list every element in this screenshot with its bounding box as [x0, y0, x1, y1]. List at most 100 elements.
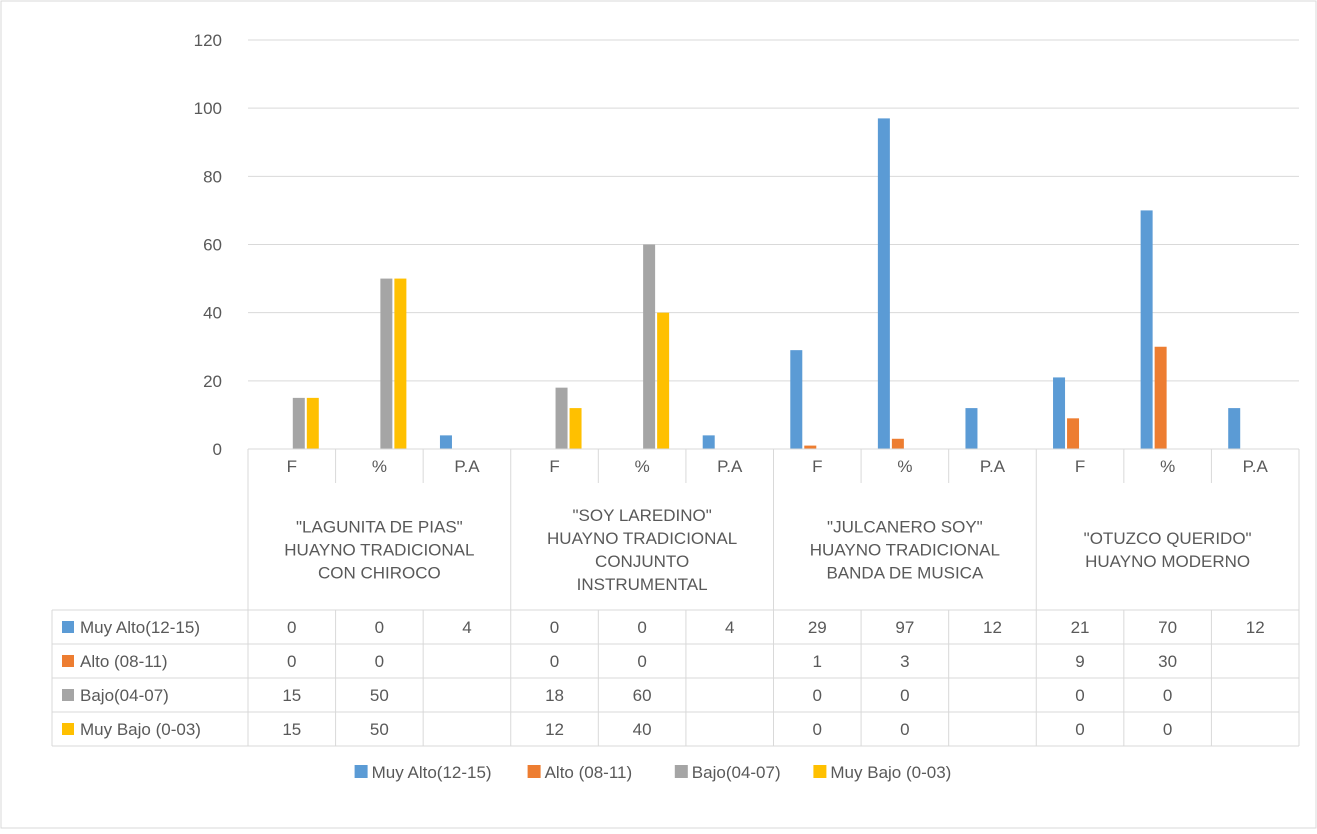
bar: [891, 438, 904, 449]
gridlines: [248, 39, 1299, 382]
x-subcategory-label: P.A: [454, 457, 480, 476]
table-series-name: Alto (08-11): [80, 652, 168, 671]
table-cell-value: 40: [633, 720, 652, 739]
table-cell-value: 9: [1075, 652, 1084, 671]
legend-label: Muy Bajo (0-03): [830, 763, 951, 782]
bar: [1154, 346, 1167, 449]
table-cell-value: 0: [900, 720, 909, 739]
bar: [804, 445, 817, 449]
bar: [1067, 418, 1080, 449]
bar: [1228, 408, 1241, 449]
table-cell-value: 0: [637, 652, 646, 671]
table-series-swatch: [62, 655, 74, 667]
table-series-swatch: [62, 723, 74, 735]
y-tick-label: 0: [213, 440, 222, 459]
table-cell-value: 0: [287, 652, 296, 671]
x-subcategory-label: F: [812, 457, 822, 476]
table-cell-value: 0: [375, 652, 384, 671]
x-group-label: INSTRUMENTAL: [577, 575, 708, 594]
legend-label: Alto (08-11): [545, 763, 633, 782]
bar: [1053, 377, 1066, 449]
table-cell-value: 0: [287, 618, 296, 637]
table-cell-value: 70: [1158, 618, 1177, 637]
table-cell-value: 21: [1071, 618, 1090, 637]
y-axis: 0 20 40 60 80 100 120: [194, 31, 222, 459]
table-cell-value: 0: [900, 686, 909, 705]
legend-swatch: [354, 765, 368, 778]
bar: [702, 435, 715, 449]
x-group-label: "SOY LAREDINO": [572, 506, 711, 525]
x-group-label: HUAYNO TRADICIONAL: [810, 541, 1000, 560]
x-group-label: "JULCANERO SOY": [827, 518, 983, 537]
table-cell-value: 29: [808, 618, 827, 637]
bar: [643, 244, 656, 449]
table-cell-value: 0: [550, 652, 559, 671]
table-cell-value: 4: [725, 618, 734, 637]
x-subcategory-label: P.A: [717, 457, 743, 476]
table-series-name: Bajo(04-07): [80, 686, 169, 705]
table-cell-value: 50: [370, 686, 389, 705]
bar: [380, 278, 393, 449]
bars: [292, 118, 1241, 450]
legend: Muy Alto(12-15) Alto (08-11) Bajo(04-07) Mu…: [354, 763, 951, 782]
table-cell-value: 0: [813, 686, 822, 705]
x-group-label: HUAYNO TRADICIONAL: [284, 541, 474, 560]
table-cell-value: 3: [900, 652, 909, 671]
x-subcategory-label: F: [287, 457, 297, 476]
x-subcategory-label: %: [1160, 457, 1175, 476]
table-cell-value: 15: [282, 686, 301, 705]
x-group-label: HUAYNO TRADICIONAL: [547, 529, 737, 548]
x-group-label: CONJUNTO: [595, 552, 689, 571]
bar: [569, 408, 582, 449]
table-cell-value: 0: [550, 618, 559, 637]
table-cell-value: 1: [813, 652, 822, 671]
legend-label: Bajo(04-07): [692, 763, 781, 782]
x-group-label: CON CHIROCO: [318, 564, 441, 583]
x-subcategory-label: %: [372, 457, 387, 476]
table-cell-value: 15: [282, 720, 301, 739]
bar: [439, 435, 452, 449]
x-subcategory-label: P.A: [980, 457, 1006, 476]
x-group-label: "OTUZCO QUERIDO": [1084, 529, 1252, 548]
bar: [657, 312, 670, 449]
legend-swatch: [527, 765, 541, 778]
table-cell-value: 18: [545, 686, 564, 705]
y-tick-label: 60: [203, 236, 222, 255]
x-subcategory-label: %: [635, 457, 650, 476]
table-cell-value: 30: [1158, 652, 1177, 671]
legend-swatch: [674, 765, 688, 778]
table-cell-value: 0: [813, 720, 822, 739]
table-cell-value: 12: [1246, 618, 1265, 637]
x-subcategory-label: %: [897, 457, 912, 476]
bar: [877, 118, 890, 450]
legend-label: Muy Alto(12-15): [372, 763, 492, 782]
table-series-name: Muy Bajo (0-03): [80, 720, 201, 739]
bar: [790, 350, 803, 449]
table-cell-value: 12: [983, 618, 1002, 637]
bar: [292, 397, 305, 449]
y-tick-label: 20: [203, 372, 222, 391]
x-subcategory-label: P.A: [1243, 457, 1269, 476]
table-series-name: Muy Alto(12-15): [80, 618, 200, 637]
table-cell-value: 0: [1075, 720, 1084, 739]
table-cell-value: 4: [462, 618, 471, 637]
x-subcategory-label: F: [549, 457, 559, 476]
bar: [1140, 210, 1153, 449]
data-table: F% P.A F% P.A F% P.A F% P.A "LAGUNITA DE PIAS" HU…: [51, 448, 1300, 747]
table-cell-value: 97: [895, 618, 914, 637]
y-tick-label: 120: [194, 31, 222, 50]
table-cell-value: 0: [1163, 686, 1172, 705]
table-cell-value: 60: [633, 686, 652, 705]
y-tick-label: 100: [194, 99, 222, 118]
table-cell-value: 50: [370, 720, 389, 739]
x-subcategory-label: F: [1075, 457, 1085, 476]
table-series-swatch: [62, 689, 74, 701]
x-group-label: BANDA DE MUSICA: [826, 564, 983, 583]
y-tick-label: 80: [203, 167, 222, 186]
bar: [965, 408, 978, 449]
bar: [555, 387, 568, 449]
table-cell-value: 0: [1163, 720, 1172, 739]
bar: [306, 397, 319, 449]
y-tick-label: 40: [203, 304, 222, 323]
